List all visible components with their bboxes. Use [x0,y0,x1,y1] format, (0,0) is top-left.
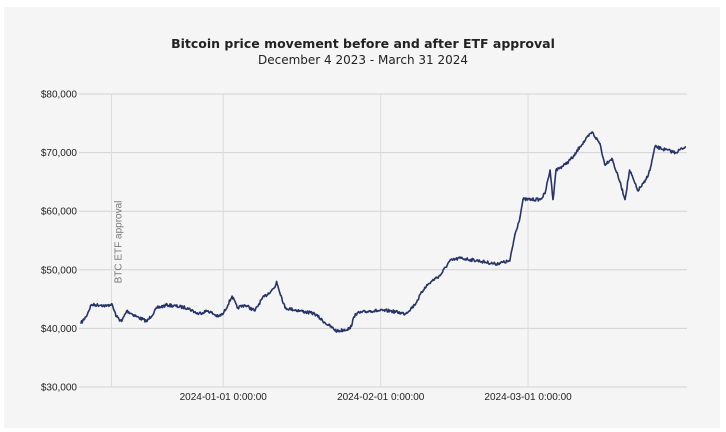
data-point [349,327,352,330]
etf-approval-label: BTC ETF approval [113,201,124,284]
data-point [146,320,148,323]
data-point [136,315,138,318]
data-point [478,260,481,262]
data-point [186,307,189,309]
data-point [628,169,631,171]
x-axis: 2024-01-01 0:00:00 2024-02-01 0:00:00 2024… [180,392,573,403]
data-point [236,307,239,309]
data-point [404,312,407,315]
data-point [166,304,169,306]
data-point [313,312,316,315]
data-point [217,315,219,318]
series-group [80,131,687,333]
data-point [448,260,451,262]
data-point [439,274,441,277]
y-axis: $30,000 $40,000 $50,000 $60,000 $70,000 $80,0… [41,90,78,394]
data-point [110,302,113,305]
chart-panel [4,7,720,428]
x-tick-label: 2024-03-01 0:00:00 [484,392,572,403]
y-tick-label: $40,000 [41,324,78,335]
data-point [434,277,436,280]
data-point [573,154,576,157]
data-point [125,310,128,312]
data-point [539,198,542,201]
data-point [519,216,521,218]
data-point [459,257,461,259]
data-point [274,286,276,289]
data-point [564,163,567,166]
chart-subtitle: December 4 2023 - March 31 2024 [258,53,468,67]
data-point [207,310,209,312]
data-point [603,163,606,166]
data-point [636,189,639,192]
data-point [494,263,496,265]
data-point [244,304,246,306]
y-tick-label: $50,000 [41,265,78,276]
y-tick-label: $70,000 [41,148,78,159]
data-point [619,181,621,183]
data-point [105,305,108,307]
x-tick-label: 2024-01-01 0:00:00 [180,392,268,403]
data-point [674,151,677,154]
data-point [120,320,123,323]
data-point [231,295,233,297]
data-point [611,157,613,160]
data-point [299,310,301,312]
data-point [354,312,357,315]
data-point [684,145,687,148]
data-point [624,198,626,201]
data-point [369,310,372,312]
data-point [583,140,586,142]
data-point [115,315,118,318]
data-point [578,145,581,148]
data-point [509,260,511,262]
data-point [222,312,225,315]
data-point [664,148,666,151]
data-point [552,198,554,201]
data-point [544,192,546,195]
chart-title: Bitcoin price movement before and after … [171,36,555,51]
data-point [423,286,426,289]
data-point [100,304,103,306]
data-point [599,143,601,145]
data-point [649,169,651,171]
data-point [284,307,286,309]
data-point [85,315,87,318]
data-point [197,312,199,315]
data-point [156,307,158,309]
data-point [324,321,326,324]
data-point [413,304,416,306]
y-tick-label: $30,000 [41,383,78,394]
data-point [389,310,391,312]
data-point [549,169,551,171]
data-point [254,310,256,312]
x-tick-label: 2024-02-01 0:00:00 [337,392,425,403]
data-point [336,330,338,333]
data-point [522,198,524,201]
y-tick-label: $60,000 [41,207,78,218]
data-point [555,169,557,171]
y-tick-label: $80,000 [41,90,78,101]
data-point [275,280,278,283]
etf-approval-annotation: BTC ETF approval [110,94,124,387]
gridlines [79,93,687,388]
data-point [80,322,82,324]
data-point [654,145,656,148]
data-point [514,233,516,236]
data-point [591,131,593,133]
data-point [644,181,646,183]
data-point [260,298,263,300]
data-point [90,304,92,306]
